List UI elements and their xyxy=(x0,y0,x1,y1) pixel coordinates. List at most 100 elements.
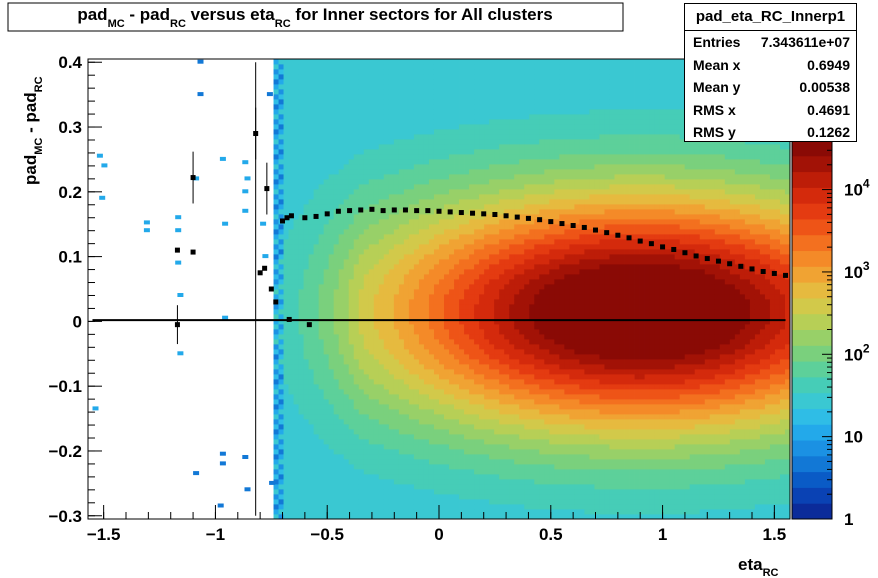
profile-point xyxy=(380,208,386,214)
profile-point xyxy=(581,224,587,230)
y-tick-label: −0.3 xyxy=(48,507,82,526)
color-scale-band xyxy=(792,345,832,362)
profile-point xyxy=(648,241,654,247)
x-tick-label: 1 xyxy=(658,525,667,544)
color-scale-band xyxy=(792,203,832,220)
color-scale-band xyxy=(792,361,832,378)
profile-overlay xyxy=(92,62,789,516)
stats-row-rms-x: RMS x 0.4691 xyxy=(693,101,850,118)
profile-point xyxy=(626,235,632,241)
color-scale-band xyxy=(792,392,832,409)
profile-point xyxy=(458,210,464,216)
profile-point xyxy=(570,223,576,229)
profile-point xyxy=(749,266,755,272)
profile-point xyxy=(190,249,196,255)
profile-point xyxy=(324,211,330,217)
profile-point xyxy=(615,232,621,238)
z-tick-label: 10 xyxy=(844,428,863,447)
profile-point xyxy=(604,230,610,236)
y-tick-label: −0.2 xyxy=(48,442,82,461)
profile-point xyxy=(262,265,268,271)
profile-point xyxy=(637,238,643,244)
x-axis-label: etaRC xyxy=(738,555,779,578)
y-axis-label: padMC - padRC xyxy=(21,76,45,185)
profile-point xyxy=(369,206,375,212)
x-axis: −1.5 −1 −0.5 0 0.5 1 1.5 xyxy=(87,505,786,544)
profile-point xyxy=(425,208,431,214)
profile-point xyxy=(783,272,789,278)
profile-point xyxy=(660,244,666,250)
stats-row-mean-x: Mean x 0.6949 xyxy=(693,56,850,73)
profile-point xyxy=(537,217,543,223)
color-scale-band xyxy=(792,487,832,504)
profile-point xyxy=(682,250,688,256)
profile-point xyxy=(402,207,408,213)
x-tick-label: −1.5 xyxy=(87,525,121,544)
profile-outlier-point xyxy=(190,175,196,181)
color-scale-band xyxy=(792,297,832,315)
color-scale-band xyxy=(792,187,832,204)
y-tick-label: 0.3 xyxy=(58,118,82,137)
profile-point xyxy=(447,209,453,215)
profile-point xyxy=(559,221,565,227)
profile-point xyxy=(302,215,308,221)
x-tick-label: 0 xyxy=(434,525,443,544)
x-tick-label: 0.5 xyxy=(539,525,563,544)
color-scale-band xyxy=(792,503,832,520)
y-tick-label: 0.2 xyxy=(58,183,82,202)
profile-point xyxy=(592,227,598,233)
profile-point xyxy=(760,269,766,275)
color-scale-band xyxy=(792,440,832,457)
profile-point xyxy=(481,211,487,217)
stats-row-entries: Entries 7.343611e+07 xyxy=(693,34,850,50)
profile-point xyxy=(335,208,341,214)
heatmap-sparse-cells xyxy=(92,59,276,508)
color-scale-band xyxy=(792,408,832,425)
profile-point xyxy=(391,207,397,213)
color-scale-band xyxy=(792,140,832,157)
color-scale-band xyxy=(792,250,832,267)
color-scale-band xyxy=(792,455,832,473)
profile-point xyxy=(268,286,274,292)
profile-point xyxy=(548,219,554,225)
profile-point xyxy=(503,213,509,219)
profile-outlier-point xyxy=(264,186,270,192)
stats-row-rms-y: RMS y 0.1262 xyxy=(693,124,850,140)
color-scale-band xyxy=(792,282,832,299)
color-scale-band xyxy=(792,376,832,394)
profile-point xyxy=(288,213,294,219)
profile-point xyxy=(525,215,531,221)
x-tick-label: −0.5 xyxy=(310,525,344,544)
profile-point xyxy=(414,208,420,214)
profile-point xyxy=(313,213,319,219)
profile-outlier-point xyxy=(306,322,312,328)
profile-point xyxy=(738,263,744,269)
color-scale-band xyxy=(792,218,832,236)
y-axis: −0.3 −0.2 −0.1 0 0.1 0.2 0.3 0.4 xyxy=(48,53,102,526)
color-scale-band xyxy=(792,155,832,173)
profile-point xyxy=(514,214,520,220)
profile-point xyxy=(704,256,710,262)
profile-point xyxy=(771,270,777,276)
y-tick-label: −0.1 xyxy=(48,377,82,396)
color-scale-band xyxy=(792,313,832,330)
y-tick-label: 0.1 xyxy=(58,248,82,267)
x-tick-label: −1 xyxy=(206,525,225,544)
profile-point xyxy=(257,270,263,276)
profile-outlier-point xyxy=(286,316,292,322)
profile-point xyxy=(693,253,699,259)
profile-point xyxy=(727,261,733,267)
profile-outlier-point xyxy=(174,322,180,328)
color-scale-band xyxy=(792,171,832,188)
profile-point xyxy=(347,208,353,214)
x-tick-label: 1.5 xyxy=(763,525,787,544)
color-scale-band xyxy=(792,266,832,283)
profile-point xyxy=(492,211,498,217)
profile-point xyxy=(174,247,180,253)
profile-point xyxy=(436,208,442,214)
color-scale-band xyxy=(792,234,832,252)
profile-point xyxy=(470,210,476,216)
stats-row-mean-y: Mean y 0.00538 xyxy=(693,79,850,95)
color-scale-band xyxy=(792,424,832,441)
